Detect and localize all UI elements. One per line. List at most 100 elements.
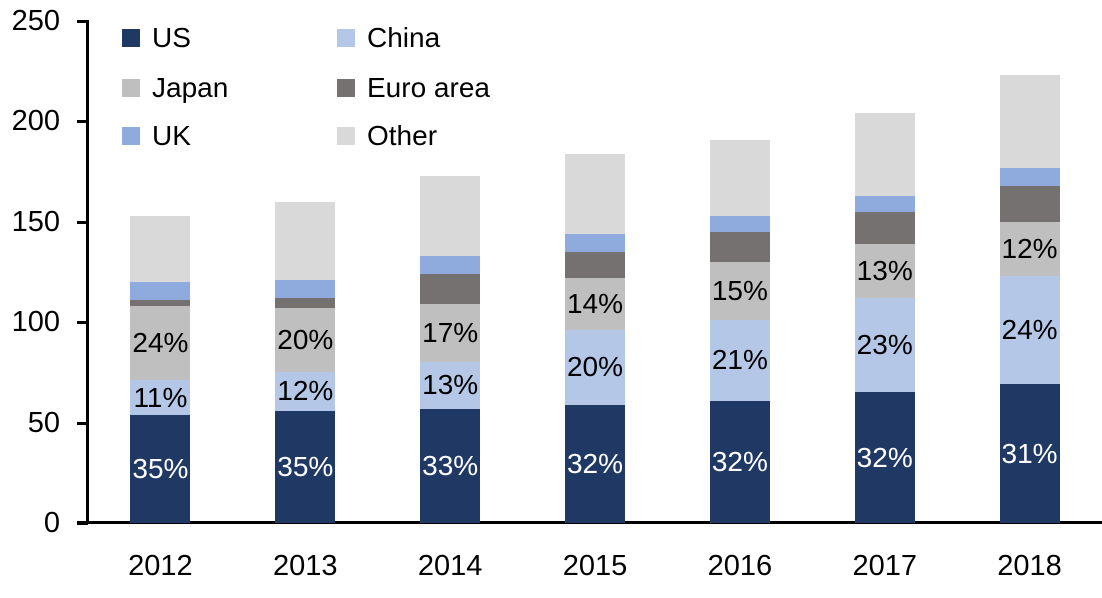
bar-segment-china: 20% (565, 330, 625, 405)
bar-segment-other (420, 175, 481, 256)
bar-segment-us: 35% (130, 414, 191, 523)
bar-label-us: 33% (422, 449, 479, 481)
bar-segment-japan: 20% (275, 308, 336, 373)
x-tick-label: 2016 (707, 550, 773, 582)
bar-label-china: 12% (277, 375, 334, 407)
bar-segment-japan: 14% (565, 278, 625, 331)
bar-segment-us: 32% (565, 404, 625, 523)
bar-segment-us: 31% (999, 384, 1060, 523)
bar-segment-other (275, 201, 336, 281)
bar-2018: 31% 24% 12% (999, 75, 1060, 523)
y-tick-label: 250 (11, 5, 60, 37)
bar-segment-other (130, 215, 191, 283)
bar-segment-us: 32% (854, 392, 915, 523)
bar-label-us: 35% (132, 452, 189, 484)
bar-label-china: 23% (856, 329, 913, 361)
bar-2013: 35% 12% 20% (275, 201, 336, 523)
legend-item-japan: Japan (122, 71, 228, 105)
bar-label-china: 13% (422, 369, 479, 401)
bar-segment-uk (999, 167, 1060, 186)
x-tick-label: 2015 (562, 550, 628, 582)
legend-item-china: China (337, 21, 440, 55)
legend-item-euro-area: Euro area (337, 71, 490, 105)
y-tick-mark (77, 120, 88, 124)
bar-label-us: 32% (566, 447, 624, 479)
bar-segment-uk (420, 255, 481, 275)
y-tick-label: 0 (43, 507, 60, 539)
bar-segment-uk (275, 280, 336, 299)
y-tick-label: 50 (27, 406, 60, 439)
bar-2015: 32% 20% 14% (565, 153, 625, 523)
y-tick-label: 200 (11, 105, 60, 138)
legend-swatch-japan (122, 79, 140, 97)
legend-label-uk: UK (152, 120, 191, 151)
bar-label-us: 31% (1001, 437, 1058, 469)
bar-segment-other (565, 153, 625, 234)
y-tick-mark (77, 421, 88, 425)
bar-label-japan: 20% (277, 324, 334, 356)
y-tick-mark (77, 20, 88, 23)
x-tick-label: 2017 (852, 550, 917, 582)
legend-item-uk: UK (122, 119, 191, 153)
y-tick-mark (77, 522, 88, 525)
bar-label-us: 35% (277, 450, 334, 482)
legend-item-us: US (122, 21, 191, 55)
bar-segment-euro-area (709, 231, 770, 262)
bar-label-japan: 15% (711, 275, 768, 307)
bar-segment-euro-area (854, 211, 915, 244)
y-tick-label: 100 (11, 306, 60, 339)
legend-label-us: US (152, 22, 191, 53)
legend-swatch-other (337, 127, 355, 145)
bar-label-china: 20% (566, 351, 624, 383)
bar-label-japan: 24% (132, 327, 189, 359)
bar-2016: 32% 21% 15% (709, 139, 770, 523)
bar-segment-china: 13% (420, 362, 481, 409)
bar-label-japan: 17% (422, 317, 479, 349)
bar-2012: 35% 11% 24% (130, 215, 191, 523)
bar-segment-other (999, 75, 1060, 168)
bar-segment-china: 12% (275, 372, 336, 411)
bar-segment-us: 33% (420, 408, 481, 523)
bar-segment-euro-area (565, 251, 625, 279)
bar-label-japan: 13% (856, 255, 913, 286)
y-tick-mark (77, 321, 88, 325)
bar-label-japan: 12% (1001, 232, 1058, 264)
bar-segment-uk (854, 195, 915, 212)
bar-segment-china: 23% (854, 298, 915, 393)
x-tick-label: 2014 (417, 550, 483, 582)
y-tick-label: 150 (11, 205, 60, 238)
legend-label-euro-area: Euro area (367, 72, 490, 103)
legend-item-other: Other (337, 119, 437, 153)
bar-label-us: 32% (856, 441, 913, 473)
bar-segment-uk (565, 233, 625, 252)
bar-segment-japan: 15% (709, 261, 770, 321)
bar-label-china: 21% (711, 344, 768, 376)
x-tick-label: 2012 (128, 550, 193, 582)
bar-label-japan: 14% (566, 288, 624, 320)
x-tick-label: 2013 (273, 550, 338, 582)
legend-swatch-china (337, 29, 355, 47)
bar-segment-euro-area (275, 298, 336, 309)
bar-segment-uk (709, 215, 770, 232)
y-tick-mark (77, 220, 88, 224)
bar-segment-japan: 12% (999, 221, 1060, 277)
bar-segment-japan: 24% (130, 306, 191, 381)
bar-segment-japan: 13% (854, 243, 915, 299)
bar-segment-japan: 17% (420, 304, 481, 363)
legend-label-japan: Japan (152, 72, 229, 103)
bar-segment-us: 32% (709, 400, 770, 523)
bar-segment-other (854, 113, 915, 196)
bar-segment-china: 21% (709, 320, 770, 401)
legend-swatch-uk (122, 127, 140, 145)
legend-label-china: China (367, 22, 441, 53)
bar-label-china: 11% (133, 381, 188, 413)
bar-label-china: 24% (1001, 314, 1058, 346)
bar-segment-euro-area (130, 300, 191, 307)
bar-segment-euro-area (420, 274, 481, 305)
bar-2014: 33% 13% 17% (420, 175, 481, 523)
x-tick-label: 2018 (997, 550, 1062, 582)
legend-label-other: Other (367, 120, 438, 151)
bar-label-us: 32% (711, 445, 768, 477)
legend-swatch-us (122, 29, 140, 47)
